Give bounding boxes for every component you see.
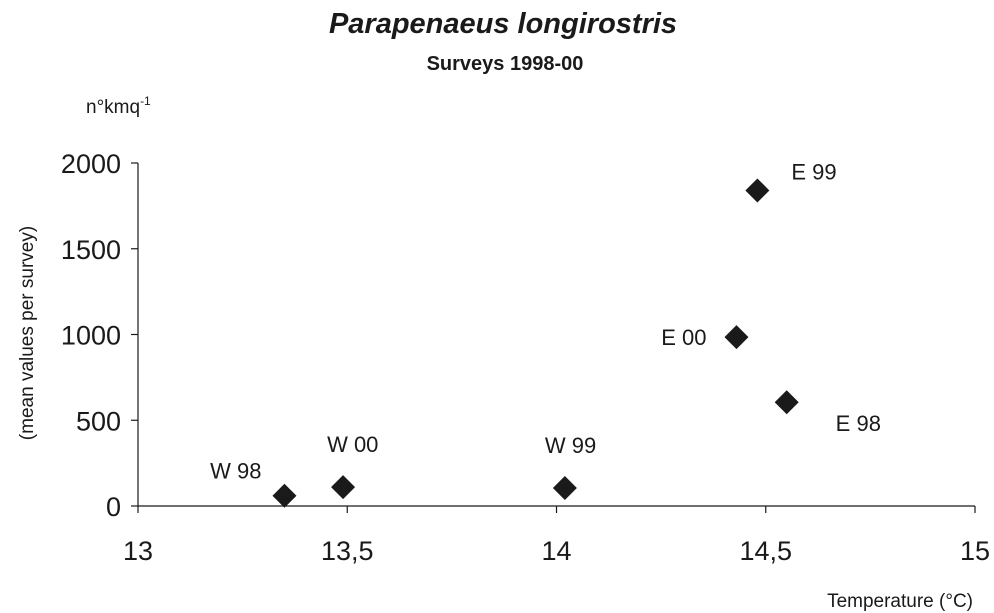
scatter-point [552, 475, 577, 500]
point-label: E 98 [836, 411, 881, 436]
y-tick-label: 500 [76, 406, 121, 436]
scatter-point [745, 178, 770, 203]
y-axis-label: (mean values per survey) [17, 226, 38, 440]
scatter-point [331, 475, 356, 500]
scatter-point [774, 390, 799, 415]
x-tick-label: 14,5 [739, 536, 792, 566]
y-tick-label: 1500 [61, 235, 121, 265]
point-label: W 00 [327, 432, 378, 457]
x-tick-label: 14 [541, 536, 571, 566]
point-label: E 00 [661, 325, 706, 350]
x-tick-label: 13,5 [321, 536, 374, 566]
scatter-point [272, 483, 297, 508]
scatter-point [724, 325, 749, 350]
point-label: W 99 [545, 433, 596, 458]
y-ticks: 0 500 1000 1500 2000 [61, 149, 138, 522]
y-unit-label: n°kmq-1 [86, 94, 151, 118]
x-ticks: 13 13,5 14 14,5 15 [123, 506, 990, 566]
chart-title: Parapenaeus longirostris [329, 8, 677, 40]
y-unit-exponent: -1 [140, 94, 151, 108]
x-tick-label: 15 [960, 536, 990, 566]
x-axis-label: Temperature (°C) [827, 591, 973, 612]
point-label: W 98 [210, 459, 261, 484]
y-unit-base: n°kmq [86, 97, 140, 118]
x-tick-label: 13 [123, 536, 153, 566]
y-tick-label: 2000 [61, 149, 121, 179]
chart-subtitle: Surveys 1998-00 [427, 53, 584, 75]
data-points: W 98 W 00 W 99 E 00 E 99 E 98 [210, 159, 881, 508]
y-tick-label: 0 [106, 492, 121, 522]
y-tick-label: 1000 [61, 321, 121, 351]
point-label: E 99 [791, 159, 836, 184]
